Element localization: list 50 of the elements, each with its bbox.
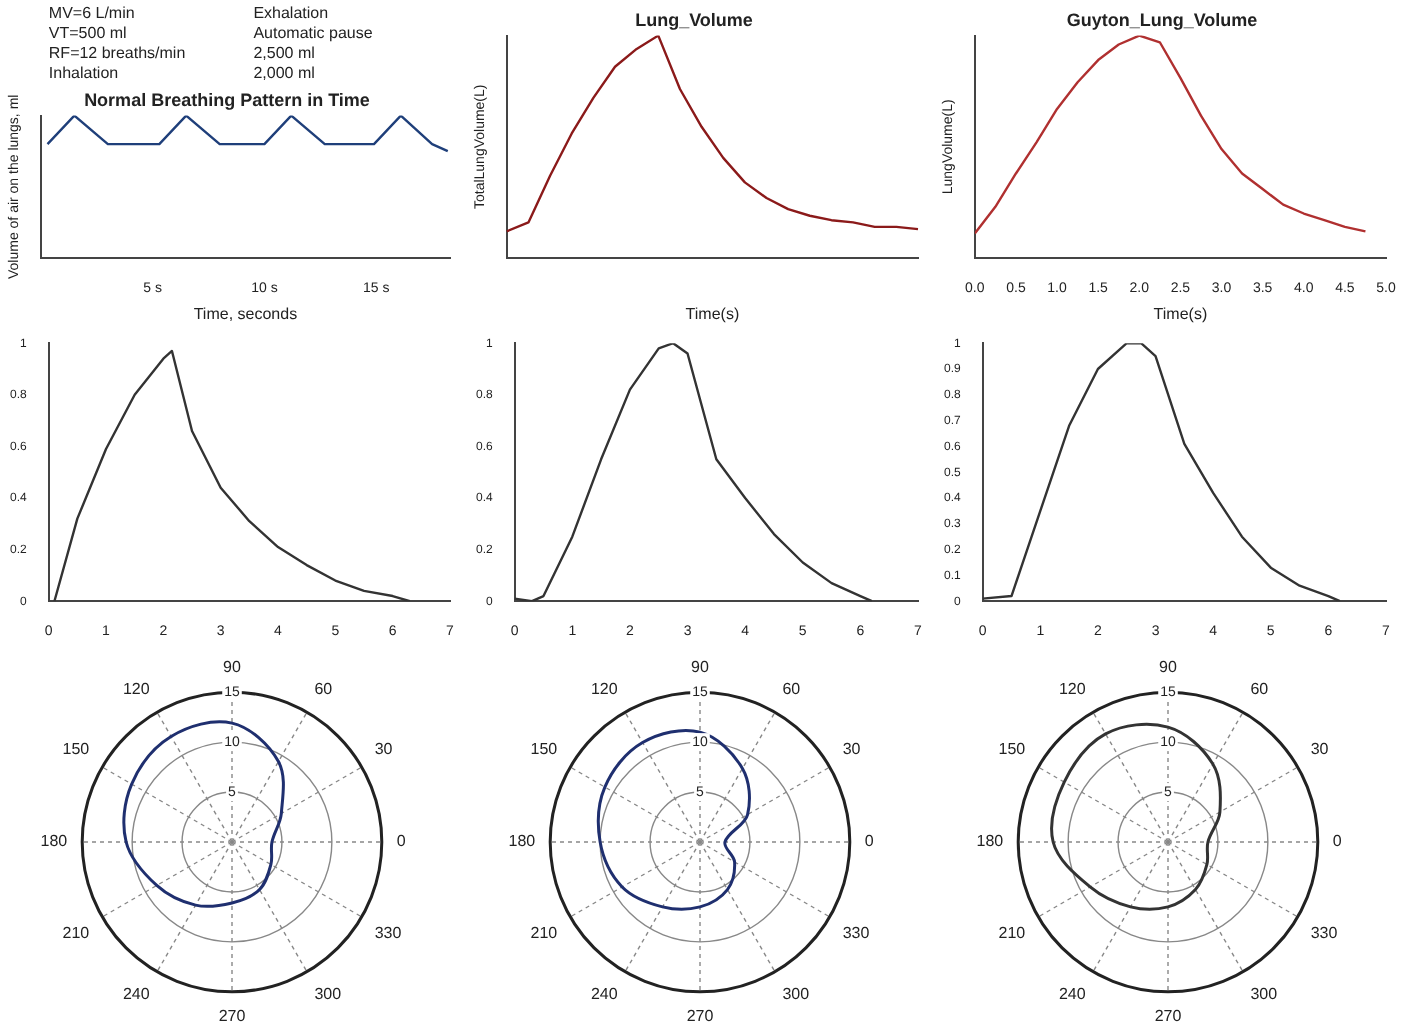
chart-title: Guyton_Lung_Volume xyxy=(1066,9,1258,30)
chart-title: Normal Breathing Pattern in Time xyxy=(84,89,370,110)
spoke-label: 330 xyxy=(374,924,403,943)
spoke-label: 0 xyxy=(396,832,407,851)
spoke-label: 270 xyxy=(218,1006,247,1025)
text: Inhalation xyxy=(48,64,119,83)
chart-title: Lung_Volume xyxy=(635,9,753,30)
spoke-label: 0 xyxy=(1332,832,1343,851)
text: VT=500 ml xyxy=(48,24,128,43)
text: RF=12 breaths/min xyxy=(48,44,186,63)
text: MV=6 L/min xyxy=(48,4,135,23)
spoke-label: 240 xyxy=(590,984,619,1003)
text: 2,500 ml xyxy=(253,44,316,63)
text: 2,000 ml xyxy=(253,64,316,83)
spoke-label: 120 xyxy=(590,680,619,699)
x-axis-title: Time(s) xyxy=(1153,304,1208,323)
spoke-label: 150 xyxy=(998,740,1027,759)
spoke-label: 90 xyxy=(1159,658,1178,677)
x-axis-title: Time, seconds xyxy=(193,304,298,323)
spoke-label: 210 xyxy=(62,924,91,943)
spoke-label: 330 xyxy=(842,924,871,943)
spoke-label: 90 xyxy=(223,658,242,677)
spoke-label: 30 xyxy=(842,740,862,759)
spoke-label: 300 xyxy=(1250,984,1279,1003)
spoke-label: 270 xyxy=(686,1006,715,1025)
spoke-label: 0 xyxy=(864,832,875,851)
spoke-label: 60 xyxy=(782,680,802,699)
x-axis-title: Time(s) xyxy=(685,304,740,323)
spoke-label: 60 xyxy=(1250,680,1270,699)
spoke-label: 120 xyxy=(122,680,151,699)
spoke-label: 180 xyxy=(976,832,1005,851)
spoke-label: 60 xyxy=(314,680,334,699)
spoke-label: 120 xyxy=(1058,680,1087,699)
spoke-label: 300 xyxy=(782,984,811,1003)
spoke-label: 30 xyxy=(1310,740,1330,759)
spoke-label: 240 xyxy=(1058,984,1087,1003)
spoke-label: 180 xyxy=(40,832,69,851)
spoke-label: 210 xyxy=(530,924,559,943)
text: Exhalation xyxy=(253,4,329,23)
text: Automatic pause xyxy=(253,24,374,43)
spoke-label: 270 xyxy=(1154,1006,1183,1025)
spoke-label: 240 xyxy=(122,984,151,1003)
spoke-label: 30 xyxy=(374,740,394,759)
spoke-label: 330 xyxy=(1310,924,1339,943)
spoke-label: 210 xyxy=(998,924,1027,943)
spoke-label: 150 xyxy=(530,740,559,759)
spoke-label: 300 xyxy=(314,984,343,1003)
spoke-label: 90 xyxy=(691,658,710,677)
spoke-label: 180 xyxy=(508,832,537,851)
spoke-label: 150 xyxy=(62,740,91,759)
